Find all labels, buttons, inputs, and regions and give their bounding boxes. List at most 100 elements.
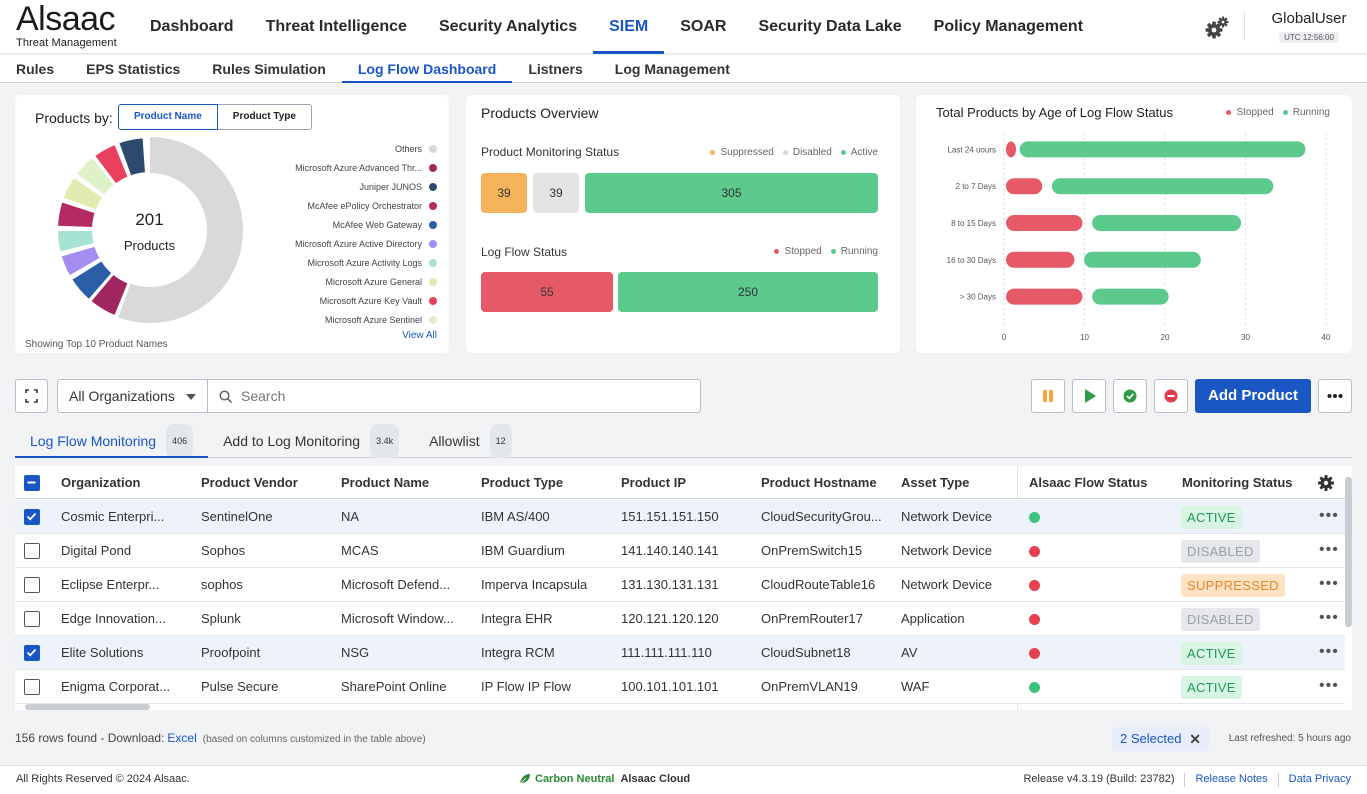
donut-segment[interactable]	[93, 142, 130, 186]
start-button[interactable]	[1072, 379, 1106, 413]
legend-item[interactable]: Microsoft Azure Sentinel	[237, 310, 437, 329]
bar-running[interactable]	[1019, 141, 1306, 158]
donut-segment[interactable]	[117, 136, 148, 178]
table-row[interactable]: Edge Innovation... Splunk Microsoft Window…	[15, 602, 1345, 636]
tab-log-flow-monitoring[interactable]: Log Flow Monitoring 406	[15, 424, 209, 458]
column-settings-icon[interactable]	[1317, 474, 1335, 497]
select-all-checkbox[interactable]	[24, 475, 40, 491]
product-type-option[interactable]: Product Type	[217, 104, 312, 130]
row-checkbox[interactable]	[24, 509, 40, 525]
table-row[interactable]: Cosmic Enterpri... SentinelOne NA IBM AS/40…	[15, 500, 1345, 534]
donut-segment-others[interactable]	[118, 137, 243, 323]
column-product-name[interactable]: Product Name	[341, 475, 430, 490]
stopped-bar[interactable]: 55	[481, 272, 613, 312]
row-more-icon[interactable]: •••	[1319, 609, 1339, 626]
column-product-hostname[interactable]: Product Hostname	[761, 475, 877, 490]
legend-item[interactable]: Others	[237, 139, 437, 158]
release-notes-link[interactable]: Release Notes	[1195, 773, 1268, 785]
row-more-icon[interactable]: •••	[1319, 643, 1339, 660]
running-bar[interactable]: 250	[618, 272, 878, 312]
row-more-icon[interactable]: •••	[1319, 507, 1339, 524]
donut-segment[interactable]	[56, 200, 97, 230]
legend-item[interactable]: McAfee Web Gateway	[237, 215, 437, 234]
bar-stopped[interactable]	[1006, 288, 1083, 305]
selected-chip[interactable]: 2 Selected ✕	[1112, 727, 1209, 751]
legend-item[interactable]: Juniper JUNOS	[237, 177, 437, 196]
row-more-icon[interactable]: •••	[1319, 677, 1339, 694]
settings-gears-icon[interactable]	[1203, 14, 1231, 42]
subnav-listners[interactable]: Listners	[528, 61, 583, 77]
more-actions-button[interactable]	[1318, 379, 1352, 413]
donut-segment[interactable]	[56, 229, 96, 254]
search-input[interactable]: Search	[207, 379, 701, 413]
legend-item[interactable]: Microsoft Azure Active Directory	[237, 234, 437, 253]
excel-download-link[interactable]: Excel	[167, 731, 197, 745]
row-checkbox[interactable]	[24, 611, 40, 627]
disabled-bar[interactable]: 39	[533, 173, 579, 213]
bar-stopped[interactable]	[1006, 215, 1083, 231]
row-more-icon[interactable]: •••	[1319, 575, 1339, 592]
row-checkbox[interactable]	[24, 577, 40, 593]
legend-item[interactable]: Microsoft Azure Activity Logs	[237, 253, 437, 272]
vertical-scrollbar[interactable]	[1345, 477, 1352, 627]
active-bar[interactable]: 305	[585, 173, 878, 213]
nav-security-data-lake[interactable]: Security Data Lake	[758, 18, 902, 35]
bar-stopped[interactable]	[1006, 251, 1075, 268]
add-product-button[interactable]: Add Product	[1195, 379, 1311, 413]
clear-selection-icon[interactable]: ✕	[1189, 731, 1201, 747]
tab-add-to-log-monitoring[interactable]: Add to Log Monitoring 3.4k	[208, 424, 414, 458]
legend-item[interactable]: McAfee ePolicy Orchestrator	[237, 196, 437, 215]
disable-button[interactable]	[1154, 379, 1188, 413]
bar-stopped[interactable]	[1006, 178, 1043, 195]
column-product-type[interactable]: Product Type	[481, 475, 564, 490]
donut-segment[interactable]	[61, 175, 105, 212]
subnav-log-flow-dashboard[interactable]: Log Flow Dashboard	[341, 55, 513, 83]
column-flow-status[interactable]: Alsaac Flow Status	[1029, 475, 1148, 490]
organization-select[interactable]: All Organizations	[57, 379, 208, 413]
bar-running[interactable]	[1092, 288, 1169, 305]
column-asset-type[interactable]: Asset Type	[901, 475, 970, 490]
legend-item[interactable]: Microsoft Azure Key Vault	[237, 291, 437, 310]
bar-stopped[interactable]	[1006, 141, 1016, 158]
brand-logo[interactable]: Alsaac Threat Management	[16, 2, 117, 49]
activate-button[interactable]	[1113, 379, 1147, 413]
table-row[interactable]: Elite Solutions Proofpoint NSG Integra RCM 1…	[15, 636, 1345, 670]
tab-allowlist[interactable]: Allowlist 12	[414, 424, 527, 458]
row-more-icon[interactable]: •••	[1319, 541, 1339, 558]
legend-item[interactable]: Microsoft Azure Advanced Thr...	[237, 158, 437, 177]
nav-siem[interactable]: SIEM	[593, 0, 665, 54]
nav-policy-management[interactable]: Policy Management	[933, 18, 1084, 35]
subnav-rules-simulation[interactable]: Rules Simulation	[212, 61, 326, 77]
legend-item[interactable]: Microsoft Azure General	[237, 272, 437, 291]
row-checkbox[interactable]	[24, 679, 40, 695]
donut-segment[interactable]	[59, 244, 102, 278]
bar-running[interactable]	[1051, 178, 1274, 195]
column-product-ip[interactable]: Product IP	[621, 475, 687, 490]
column-product-vendor[interactable]: Product Vendor	[201, 475, 298, 490]
subnav-eps-statistics[interactable]: EPS Statistics	[86, 61, 181, 77]
suppress-button[interactable]	[1031, 379, 1065, 413]
suppressed-bar[interactable]: 39	[481, 173, 527, 213]
table-row[interactable]: Digital Pond Sophos MCAS IBM Guardium 141.14…	[15, 534, 1345, 568]
column-organization[interactable]: Organization	[61, 475, 141, 490]
bar-running[interactable]	[1092, 215, 1242, 231]
table-row[interactable]: Eclipse Enterpr... sophos Microsoft Defend…	[15, 568, 1345, 602]
donut-segment[interactable]	[70, 259, 114, 302]
subnav-log-management[interactable]: Log Management	[614, 61, 730, 77]
nav-threat-intelligence[interactable]: Threat Intelligence	[265, 18, 407, 35]
bar-running[interactable]	[1084, 251, 1201, 268]
product-name-option[interactable]: Product Name	[118, 104, 218, 130]
nav-dashboard[interactable]: Dashboard	[150, 18, 234, 35]
data-privacy-link[interactable]: Data Privacy	[1288, 773, 1351, 785]
table-row[interactable]: Enigma Corporat... Pulse Secure SharePoint…	[15, 670, 1345, 704]
horizontal-scrollbar[interactable]	[25, 704, 150, 710]
subnav-rules[interactable]: Rules	[16, 61, 55, 77]
row-checkbox[interactable]	[24, 645, 40, 661]
view-all-link[interactable]: View All	[402, 330, 437, 341]
user-menu[interactable]: GlobalUser UTC 12:56:00	[1262, 10, 1356, 45]
row-checkbox[interactable]	[24, 543, 40, 559]
column-monitoring-status[interactable]: Monitoring Status	[1182, 475, 1293, 490]
expand-button[interactable]	[15, 379, 48, 413]
nav-security-analytics[interactable]: Security Analytics	[438, 18, 578, 35]
nav-soar[interactable]: SOAR	[680, 18, 727, 35]
